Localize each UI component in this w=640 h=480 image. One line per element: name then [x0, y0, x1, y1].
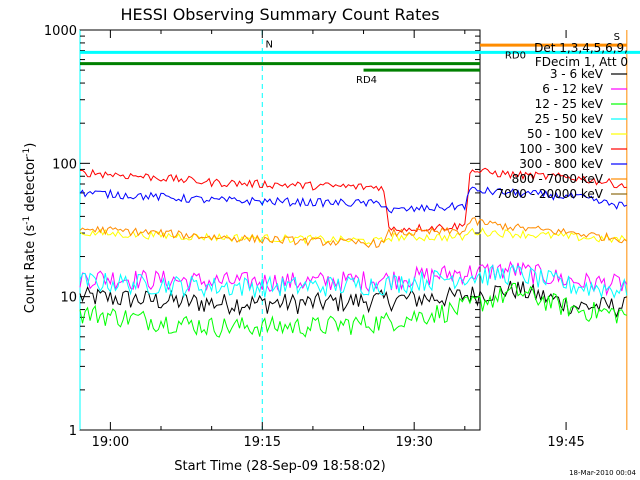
legend-entry-label: 3 - 6 keV: [550, 67, 604, 81]
y-axis-label-part: ): [23, 143, 38, 148]
footer-date: 18-Mar-2010 00:04: [569, 469, 636, 477]
y-tick-label: 1000: [44, 24, 77, 39]
legend-header: Det 1,3,4,5,6,9,: [534, 41, 628, 55]
x-tick-label: 19:15: [244, 435, 281, 450]
plot-area: 19:0019:1519:3019:4520:0020:1520:3011010…: [44, 24, 640, 450]
legend-header: FDecim 1, Att 0: [535, 55, 628, 69]
series-line: [79, 217, 628, 249]
legend-entry-label: 100 - 300 keV: [519, 142, 603, 156]
series-line: [79, 282, 627, 338]
x-tick-label: 19:45: [547, 435, 584, 450]
series-line: [79, 186, 628, 214]
y-axis-label-part: detector: [23, 156, 38, 216]
mode-bar-label: N: [266, 39, 273, 50]
legend: Det 1,3,4,5,6,9,FDecim 1, Att 03 - 6 keV…: [496, 41, 628, 201]
series-line: [79, 260, 628, 297]
series-line: [79, 264, 628, 299]
y-axis-label-part: -1: [22, 216, 32, 225]
legend-entry-label: 7000 - 20000 keV: [496, 187, 603, 201]
chart-title: HESSI Observing Summary Count Rates: [120, 5, 439, 24]
mode-bar-label: S: [614, 32, 620, 43]
legend-entry-label: 12 - 25 keV: [535, 97, 604, 111]
series-line: [79, 227, 628, 245]
y-axis-label: Count Rate (s-1 detector-1): [22, 143, 38, 314]
y-axis-label-part: Count Rate (s: [23, 225, 38, 314]
mode-bar-label: RD4: [356, 75, 377, 86]
legend-entry-label: 50 - 100 keV: [527, 127, 604, 141]
legend-entry-label: 800 - 7000 keV: [512, 172, 604, 186]
x-tick-label: 19:30: [395, 435, 432, 450]
x-axis-label: Start Time (28-Sep-09 18:58:02): [174, 459, 385, 474]
y-axis-label-part: -1: [22, 148, 32, 157]
mode-bar-label: RD0: [505, 51, 526, 62]
y-tick-label: 100: [52, 157, 77, 172]
legend-entry-label: 25 - 50 keV: [535, 112, 604, 126]
y-tick-label: 1: [69, 424, 77, 439]
legend-entry-label: 300 - 800 keV: [519, 157, 603, 171]
y-tick-label: 10: [60, 291, 77, 306]
x-tick-label: 19:00: [92, 435, 129, 450]
series-line: [79, 167, 627, 233]
legend-entry-label: 6 - 12 keV: [542, 82, 604, 96]
